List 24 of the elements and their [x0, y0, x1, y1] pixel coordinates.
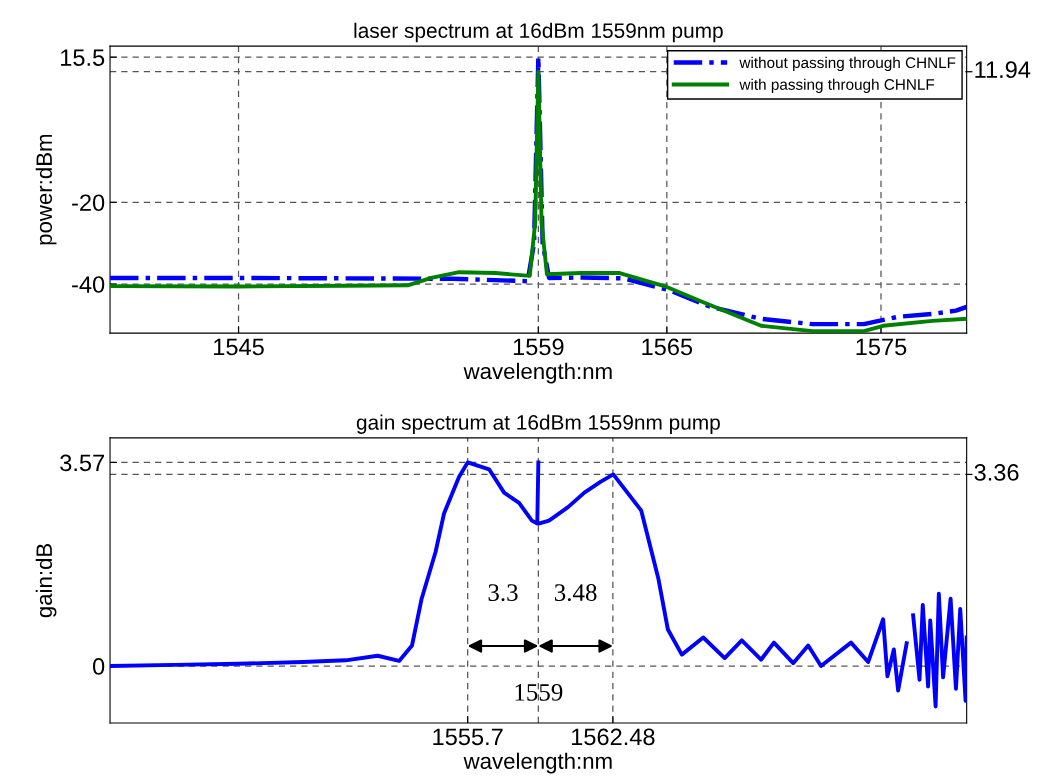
y-tick-label: -40: [72, 276, 105, 293]
ref-line-label: 3.36: [974, 464, 1019, 481]
x-tick-label: 1545: [214, 338, 264, 356]
x-tick-label: 1559: [513, 338, 564, 356]
x-tick-label: 1575: [856, 338, 907, 356]
chart-title: laser spectrum at 16dBm 1559nm pump: [354, 22, 723, 43]
y-tick-label: 3.57: [60, 454, 104, 472]
ref-line-label: 11.94: [975, 61, 1031, 79]
x-tick-label: 1565: [642, 338, 693, 356]
y-tick-label: -20: [72, 194, 105, 212]
y-axis-title: power:dBm: [35, 134, 57, 245]
x-tick-label: 1562.48: [572, 728, 655, 746]
legend-label: with passing through CHNLF: [739, 78, 935, 93]
ref-line-label: 1559: [515, 683, 563, 701]
x-axis-title: wavelength:nm: [463, 752, 612, 774]
y-tick-label: 0: [92, 658, 105, 675]
legend-label: without passing through CHNLF: [739, 56, 956, 72]
chart-title: gain spectrum at 16dBm 1559nm pump: [356, 414, 720, 434]
y-axis-title: gain:dB: [35, 543, 57, 618]
y-tick-label: 15.5: [61, 49, 105, 66]
annotation: 3.48: [554, 584, 597, 602]
annotation: 3.3: [488, 584, 518, 602]
x-axis-title: wavelength:nm: [463, 362, 612, 384]
x-tick-label: 1555.7: [433, 728, 503, 746]
